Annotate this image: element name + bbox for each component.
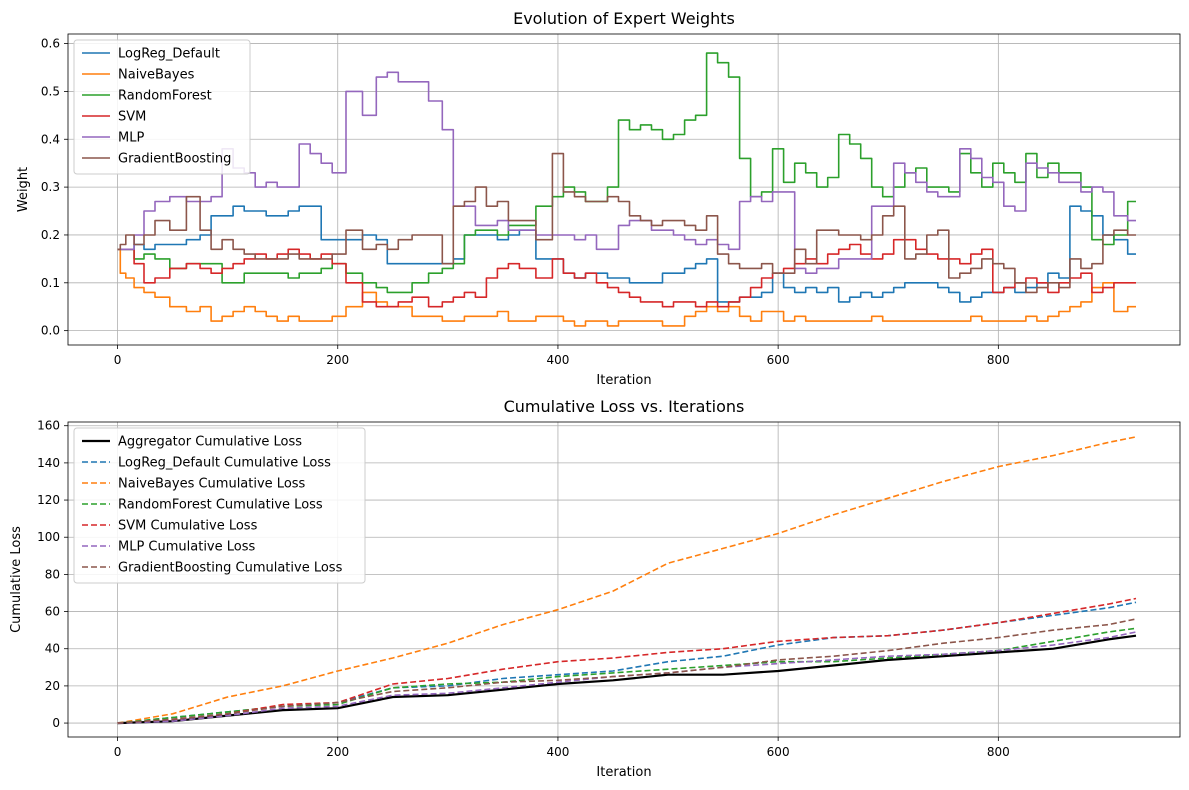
- loss-axes-frame: [67, 421, 1181, 738]
- loss-legend-box: [73, 427, 366, 584]
- weights-legend-label: RandomForest: [118, 89, 212, 104]
- weights-ticks: 0 200 400 600 800 0.0 0.1 0.2 0.3 0.4 0.5 0.6: [41, 37, 1010, 367]
- loss-y-tick-label: 0: [52, 716, 60, 730]
- weights-series-line-3: [117, 238, 1136, 308]
- weights-series-line-0: [117, 205, 1136, 303]
- loss-legend-label: GradientBoosting Cumulative Loss: [118, 561, 343, 576]
- weights-legend-label: GradientBoosting: [118, 152, 231, 167]
- loss-series-line-0: [117, 634, 1137, 725]
- weights-grid: [68, 34, 1180, 345]
- weights-x-tick-label: 400: [546, 353, 569, 367]
- loss-y-tick-label: 140: [37, 456, 60, 470]
- weights-y-tick-label: 0.2: [41, 228, 60, 242]
- weights-axes-frame: [67, 33, 1181, 346]
- weights-y-tick-label: 0.3: [41, 180, 60, 194]
- loss-ticks: 0 200 400 600 800 0 20 40 60 80 100 120 140 160: [37, 419, 1010, 759]
- loss-legend: Aggregator Cumulative Loss LogReg_Default…: [73, 427, 366, 584]
- loss-legend-label: MLP Cumulative Loss: [118, 540, 256, 555]
- loss-chart-y-axis-label: Cumulative Loss: [9, 526, 24, 633]
- loss-y-tick-label: 60: [45, 605, 60, 619]
- loss-y-tick-label: 40: [45, 642, 60, 656]
- loss-series-line-4: [117, 597, 1137, 724]
- loss-y-tick-label: 20: [45, 679, 60, 693]
- loss-x-tick-label: 400: [546, 745, 569, 759]
- weights-series-line-5: [117, 152, 1136, 294]
- loss-x-tick-label: 600: [767, 745, 790, 759]
- weights-legend: LogReg_Default NaiveBayes RandomForest SVM M…: [73, 39, 251, 175]
- loss-chart-panel: Cumulative Loss vs. Iterations Iteration…: [9, 397, 1181, 780]
- weights-x-tick-label: 600: [767, 353, 790, 367]
- loss-y-tick-label: 80: [45, 567, 60, 581]
- loss-legend-label: Aggregator Cumulative Loss: [118, 435, 302, 450]
- loss-chart-title: Cumulative Loss vs. Iterations: [504, 397, 745, 416]
- weights-series-line-2: [117, 52, 1136, 294]
- loss-x-tick-label: 0: [114, 745, 122, 759]
- weights-y-tick-label: 0.1: [41, 276, 60, 290]
- weights-chart-y-axis-label: Weight: [16, 167, 31, 212]
- weights-legend-box: [73, 39, 251, 175]
- weights-x-tick-label: 200: [326, 353, 349, 367]
- loss-chart-x-axis-label: Iteration: [596, 765, 651, 780]
- loss-legend-label: NaiveBayes Cumulative Loss: [118, 477, 306, 492]
- weights-chart-x-axis-label: Iteration: [596, 373, 651, 388]
- weights-y-tick-label: 0.0: [41, 324, 60, 338]
- weights-series-line-1: [117, 248, 1136, 327]
- loss-legend-label: RandomForest Cumulative Loss: [118, 498, 323, 513]
- loss-y-tick-label: 160: [37, 419, 60, 433]
- loss-series-lines: [117, 436, 1137, 725]
- loss-x-tick-label: 200: [326, 745, 349, 759]
- weights-legend-label: MLP: [118, 131, 144, 146]
- loss-series-line-2: [117, 436, 1137, 724]
- weights-series-lines: [117, 52, 1136, 327]
- loss-series-line-6: [117, 618, 1137, 724]
- weights-legend-label: NaiveBayes: [118, 68, 195, 83]
- weights-legend-label: SVM: [118, 110, 146, 125]
- weights-y-tick-label: 0.5: [41, 84, 60, 98]
- loss-x-tick-label: 800: [987, 745, 1010, 759]
- weights-y-tick-label: 0.4: [41, 132, 60, 146]
- loss-y-tick-label: 100: [37, 530, 60, 544]
- weights-chart-title: Evolution of Expert Weights: [513, 9, 735, 28]
- weights-chart-panel: Evolution of Expert Weights Iteration We…: [16, 9, 1181, 388]
- loss-legend-label: SVM Cumulative Loss: [118, 519, 258, 534]
- weights-x-tick-label: 800: [987, 353, 1010, 367]
- weights-legend-label: LogReg_Default: [118, 47, 220, 62]
- weights-y-tick-label: 0.6: [41, 37, 60, 51]
- loss-legend-label: LogReg_Default Cumulative Loss: [118, 456, 331, 471]
- loss-y-tick-label: 120: [37, 493, 60, 507]
- weights-x-tick-label: 0: [114, 353, 122, 367]
